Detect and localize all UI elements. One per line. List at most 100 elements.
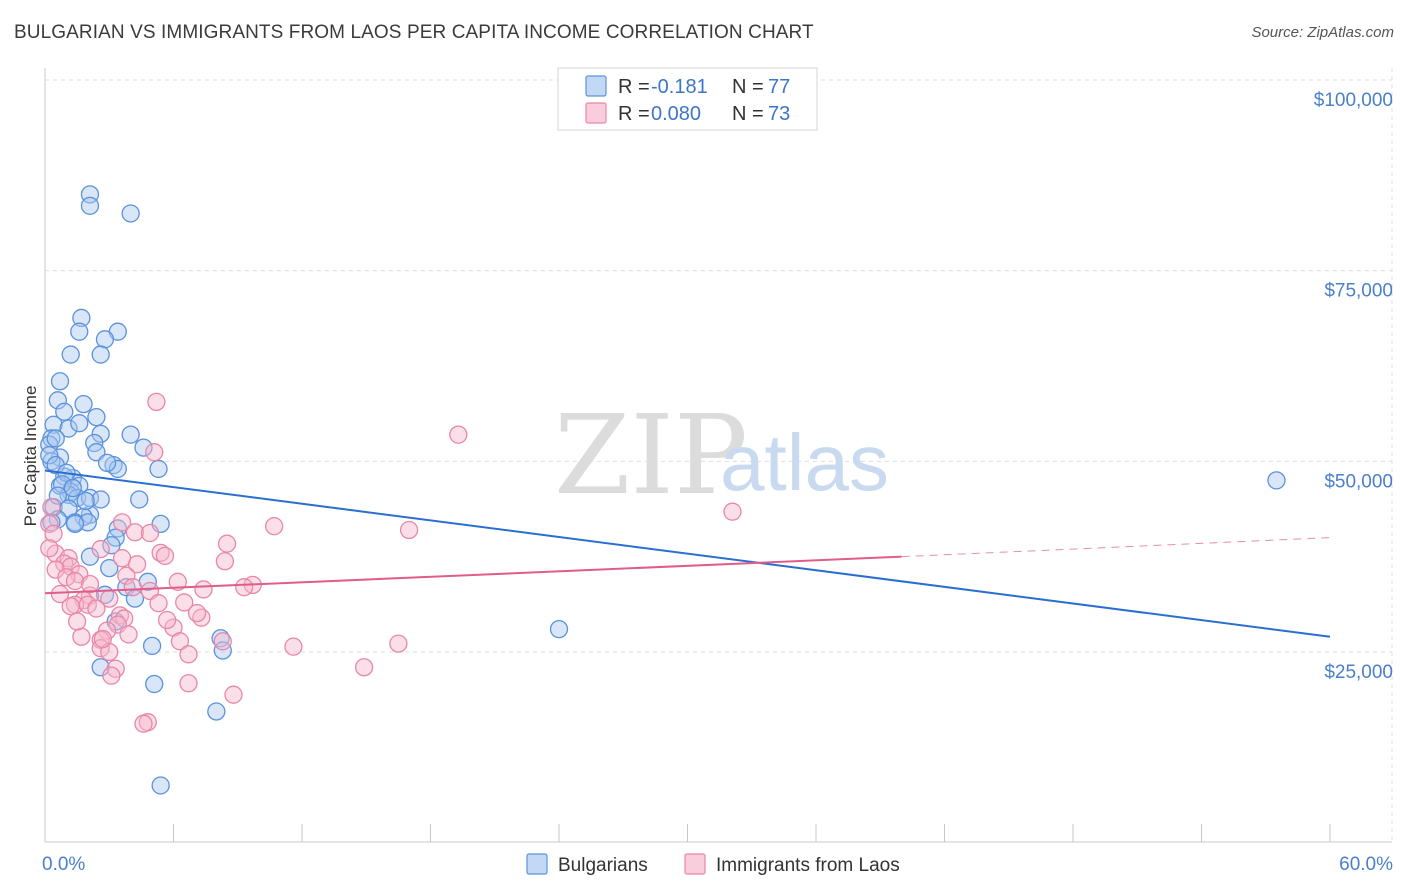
bulgarian-point-74 (63, 478, 82, 498)
laos-points (40, 392, 742, 733)
laos-point-53 (179, 645, 198, 664)
laos-point-5 (40, 514, 59, 534)
laos-point-27 (168, 572, 187, 591)
legend-r-value-blue: -0.181 (651, 76, 708, 98)
x-tick-labels: 0.0% 60.0% (42, 854, 1393, 875)
laos-point-72 (235, 578, 254, 597)
laos-point-47 (170, 632, 190, 651)
legend-n-value-blue: 77 (768, 76, 790, 98)
laos-point-44 (97, 621, 117, 640)
trendline-laos-extension (901, 537, 1331, 558)
bulgarian-point-56 (549, 619, 569, 639)
bulgarian-point-18 (91, 424, 110, 444)
bulgarian-point-16 (59, 419, 78, 438)
bulgarian-point-8 (91, 345, 110, 364)
legend-n-value-pink: 73 (768, 103, 790, 125)
bulgarian-point-65 (40, 446, 59, 465)
laos-point-68 (67, 612, 87, 631)
laos-point-61 (40, 539, 59, 558)
bulgarian-point-13 (87, 407, 106, 427)
laos-point-70 (187, 603, 207, 623)
legend-r-label-blue: R = (618, 76, 650, 98)
bulgarian-point-1 (80, 196, 100, 215)
y-tick-label-3: $100,000 (1314, 90, 1393, 111)
chart-source: Source: ZipAtlas.com (1251, 24, 1394, 41)
bulgarian-point-2 (121, 204, 140, 223)
bulgarian-point-27 (149, 459, 168, 479)
chart-title: BULGARIAN VS IMMIGRANTS FROM LAOS PER CA… (14, 22, 814, 43)
bulgarian-point-64 (1267, 471, 1286, 490)
laos-point-55 (354, 658, 374, 677)
laos-point-1 (449, 425, 468, 444)
laos-point-69 (119, 625, 138, 644)
watermark-zip: ZIP (554, 391, 748, 519)
laos-point-4 (42, 497, 61, 517)
laos-point-49 (284, 637, 303, 656)
x-tick-label-1: 60.0% (1339, 854, 1393, 875)
legend-r-label-pink: R = (618, 103, 650, 125)
y-tick-labels: $25,000 $50,000 $75,000 $100,000 (1314, 90, 1393, 683)
series-legend-laos: Immigrants from Laos (716, 855, 900, 876)
grid-layer (45, 68, 1393, 842)
bulgarian-point-36 (91, 490, 110, 509)
laos-point-18 (155, 546, 175, 566)
laos-point-45 (72, 627, 91, 646)
trendlines (44, 469, 1331, 638)
bulgarian-point-58 (142, 636, 162, 656)
bulgarian-point-6 (95, 330, 115, 349)
laos-point-58 (224, 685, 243, 704)
bulgarian-point-3 (72, 308, 91, 328)
y-tick-label-0: $25,000 (1324, 662, 1393, 683)
watermark-atlas: atlas (720, 418, 889, 507)
laos-point-66 (87, 599, 106, 618)
bulgarian-point-9 (50, 372, 70, 391)
laos-point-60 (134, 714, 153, 733)
bulgarian-point-68 (52, 475, 72, 494)
bulgarian-point-12 (55, 402, 74, 421)
laos-point-56 (102, 666, 121, 685)
bulgarian-point-26 (108, 459, 127, 479)
laos-point-7 (265, 517, 284, 536)
bulgarian-point-61 (145, 674, 164, 694)
laos-point-13 (91, 539, 110, 559)
series-legend-swatch-bulgarians (526, 853, 548, 875)
bulgarian-point-11 (74, 394, 93, 414)
legend-swatch-blue (585, 75, 607, 97)
laos-point-12 (217, 534, 237, 553)
laos-point-62 (65, 571, 85, 591)
laos-point-2 (723, 502, 742, 521)
bulgarian-point-75 (48, 486, 67, 505)
watermark: ZIP atlas (554, 391, 889, 519)
laos-point-71 (93, 629, 112, 649)
laos-point-0 (147, 392, 166, 411)
laos-point-37 (175, 593, 194, 612)
laos-point-10 (125, 523, 145, 542)
laos-point-9 (112, 513, 132, 532)
bulgarian-point-21 (134, 438, 153, 457)
laos-point-36 (149, 594, 168, 613)
legend-n-label-pink: N = (732, 103, 764, 125)
laos-point-19 (215, 552, 235, 571)
series-legend: Bulgarians Immigrants from Laos (526, 853, 900, 876)
laos-point-38 (61, 597, 80, 616)
legend-swatch-pink (585, 102, 607, 124)
bulgarian-point-10 (48, 391, 67, 410)
laos-point-67 (157, 610, 177, 630)
bulgarian-point-50 (100, 558, 119, 578)
bulgarian-point-62 (207, 702, 226, 721)
laos-point-50 (389, 634, 408, 653)
laos-point-29 (194, 580, 213, 599)
bulgarian-point-72 (70, 414, 89, 433)
bulgarian-point-4 (70, 322, 89, 341)
bulgarian-point-71 (46, 429, 65, 448)
legend-n-label-blue: N = (732, 76, 764, 98)
bulgarian-point-69 (76, 491, 95, 511)
bulgarian-point-63 (151, 776, 170, 795)
y-axis-label: Per Capita Income (21, 386, 40, 527)
trendline-bulgarians (44, 469, 1331, 638)
laos-point-48 (213, 632, 232, 651)
series-legend-swatch-laos (684, 853, 706, 875)
laos-point-63 (80, 574, 100, 594)
bulgarian-point-48 (102, 536, 121, 555)
